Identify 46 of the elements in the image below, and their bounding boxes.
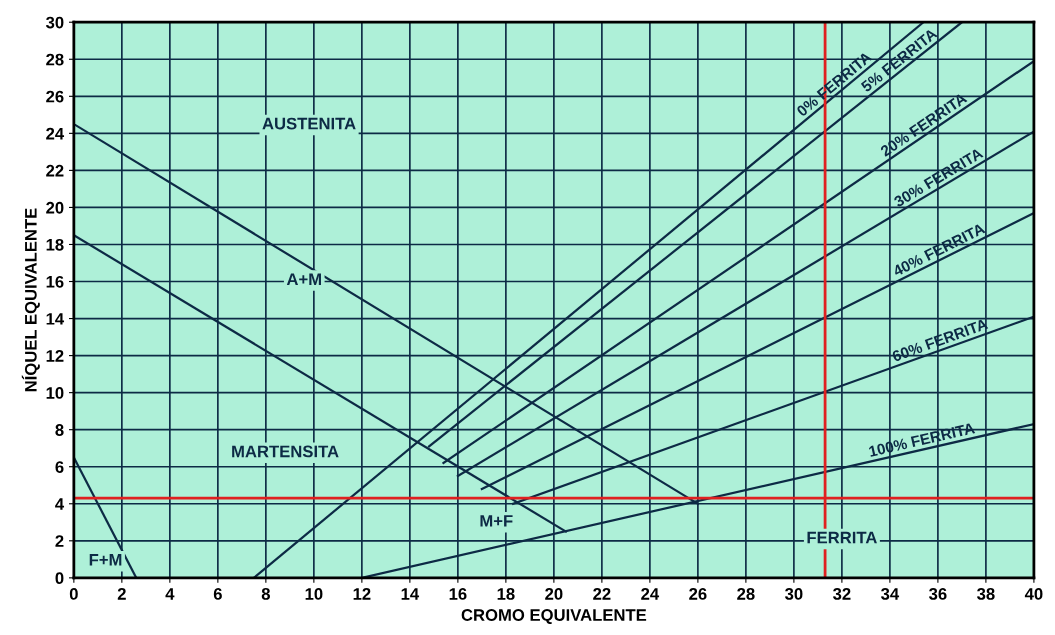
x-tick-label: 18 (497, 588, 515, 600)
x-tick-label: 16 (449, 588, 467, 600)
x-tick-label: 24 (641, 588, 660, 600)
x-tick-label: 28 (737, 588, 755, 600)
y-tick-label: 28 (46, 53, 64, 66)
x-tick-label: 12 (353, 588, 371, 600)
x-tick-label: 14 (401, 588, 420, 600)
x-tick-label: 2 (117, 588, 126, 600)
annotation: MARTENSITA (232, 445, 339, 458)
x-tick-label: 10 (305, 588, 323, 600)
y-tick-label: 18 (46, 238, 64, 251)
y-axis-title: NÍQUEL EQUIVALENTE (21, 208, 40, 392)
annotation: M+F (480, 515, 513, 527)
annotation: FERRITA (807, 531, 877, 544)
y-tick-label: 2 (55, 535, 64, 547)
x-tick-label: 8 (261, 588, 270, 600)
y-tick-label: 10 (46, 387, 64, 399)
annotation: A+M (286, 273, 321, 285)
x-tick-label: 34 (881, 588, 900, 600)
x-tick-label: 6 (213, 588, 222, 600)
x-tick-label: 36 (929, 588, 947, 600)
y-tick-label: 26 (46, 90, 64, 103)
y-tick-label: 14 (46, 313, 65, 325)
y-tick-label: 20 (46, 201, 64, 214)
y-tick-label: 12 (46, 350, 64, 362)
text: 100% FERRITA (868, 422, 976, 457)
annotation: AUSTENITA (262, 117, 356, 130)
x-tick-label: 40 (1024, 588, 1043, 600)
y-tick-label: 8 (55, 424, 64, 436)
y-tick-label: 16 (46, 275, 64, 288)
x-tick-label: 26 (689, 588, 707, 600)
x-axis-title: CROMO EQUIVALENTE (461, 609, 647, 625)
annotation: F+M (89, 554, 122, 566)
x-tick-label: 20 (545, 588, 563, 600)
y-tick-label: 24 (46, 127, 65, 140)
y-tick-label: 6 (55, 461, 64, 473)
x-tick-label: 4 (165, 588, 175, 600)
x-tick-label: 38 (977, 588, 995, 600)
x-tick-label: 0 (69, 588, 78, 600)
y-tick-label: 0 (55, 572, 64, 585)
y-tick-label: 30 (45, 16, 64, 29)
y-tick-label: 22 (46, 164, 64, 177)
x-tick-label: 30 (785, 588, 803, 600)
y-tick-label: 4 (55, 498, 65, 510)
x-tick-label: 22 (593, 588, 611, 600)
x-tick-label: 32 (833, 588, 851, 600)
